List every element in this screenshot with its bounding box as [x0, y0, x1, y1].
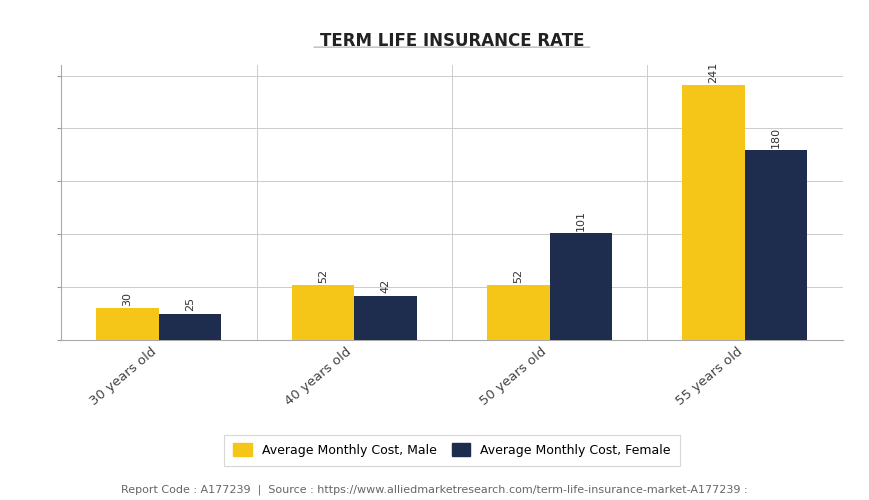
Text: 30: 30	[123, 292, 133, 306]
Bar	[355, 296, 417, 340]
Text: 42: 42	[381, 279, 390, 293]
Text: 52: 52	[318, 269, 328, 283]
Bar	[292, 285, 355, 340]
Bar	[549, 233, 612, 340]
Text: 52: 52	[514, 269, 523, 283]
Bar	[682, 85, 745, 340]
Bar	[745, 150, 807, 340]
Text: 180: 180	[771, 126, 781, 148]
Bar	[159, 314, 222, 340]
Title: TERM LIFE INSURANCE RATE: TERM LIFE INSURANCE RATE	[320, 32, 584, 50]
Text: 241: 241	[708, 62, 719, 83]
Bar	[96, 308, 159, 340]
Text: Report Code : A177239  |  Source : https://www.alliedmarketresearch.com/term-lif: Report Code : A177239 | Source : https:/…	[121, 484, 748, 495]
Text: 101: 101	[576, 210, 586, 231]
Text: 25: 25	[185, 298, 196, 312]
Bar	[487, 285, 549, 340]
Legend: Average Monthly Cost, Male, Average Monthly Cost, Female: Average Monthly Cost, Male, Average Mont…	[224, 434, 680, 466]
